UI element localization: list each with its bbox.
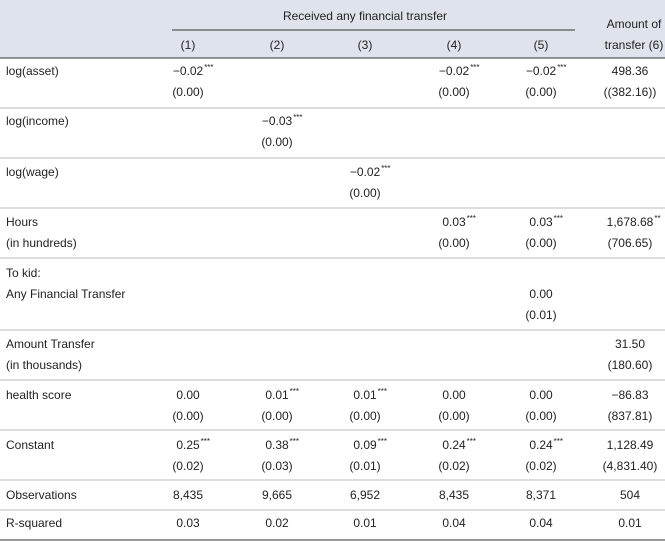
row-label: log(asset): [6, 64, 59, 78]
estimate: 9,665: [262, 488, 292, 502]
column-label: (4): [447, 38, 462, 52]
estimate: 0.01: [353, 516, 377, 530]
standard-error: (0.00): [438, 236, 469, 250]
standard-error: (0.02): [438, 459, 469, 473]
row-label: R-squared: [6, 516, 62, 530]
column-label: (3): [358, 38, 373, 52]
estimate: 0.00: [442, 388, 466, 402]
standard-error: (706.65): [608, 236, 653, 250]
row-label: To kid:: [6, 266, 41, 280]
estimate: 0.38: [265, 438, 289, 452]
significance-stars: ***: [378, 437, 387, 446]
row-label: log(income): [6, 114, 69, 128]
estimate: 0.03: [529, 215, 553, 229]
standard-error: (0.00): [261, 135, 292, 149]
significance-stars: ***: [554, 437, 563, 446]
last-column-label: transfer (6): [605, 38, 664, 52]
row-label: (in thousands): [6, 358, 82, 372]
estimate: 0.24: [442, 438, 466, 452]
estimate: 0.04: [529, 516, 553, 530]
standard-error: (0.00): [525, 85, 556, 99]
significance-stars: ***: [290, 437, 299, 446]
column-label: (2): [270, 38, 285, 52]
estimate: 0.03: [176, 516, 200, 530]
row-label: Amount Transfer: [6, 337, 95, 351]
standard-error: ((382.16)): [604, 85, 657, 99]
significance-stars: ***: [470, 63, 479, 72]
estimate: 504: [620, 488, 640, 502]
estimate: −0.02: [350, 165, 381, 179]
significance-stars: ***: [467, 214, 476, 223]
estimate: 0.01: [353, 388, 377, 402]
estimate: 0.03: [442, 215, 466, 229]
estimate: 31.50: [615, 337, 645, 351]
estimate: 0.00: [529, 287, 553, 301]
estimate: 0.25: [176, 438, 200, 452]
standard-error: (0.00): [438, 85, 469, 99]
estimate: 0.24: [529, 438, 553, 452]
standard-error: (0.00): [525, 236, 556, 250]
significance-stars: ***: [557, 63, 566, 72]
standard-error: (0.00): [261, 409, 292, 423]
column-label: (5): [534, 38, 549, 52]
significance-stars: ***: [381, 164, 390, 173]
significance-stars: **: [654, 214, 660, 223]
standard-error: (0.00): [172, 85, 203, 99]
estimate: 0.02: [265, 516, 289, 530]
estimate: 0.00: [176, 388, 200, 402]
standard-error: (0.00): [172, 409, 203, 423]
row-label: Constant: [6, 438, 55, 452]
column-label: (1): [181, 38, 196, 52]
estimate: 0.09: [353, 438, 377, 452]
standard-error: (0.02): [172, 459, 203, 473]
row-label: Any Financial Transfer: [6, 287, 125, 301]
estimate: 0.01: [618, 516, 642, 530]
estimate: 8,371: [526, 488, 556, 502]
estimate: 1,678.68: [607, 215, 654, 229]
estimate: −0.03: [262, 114, 293, 128]
row-label: (in hundreds): [6, 236, 77, 250]
row-label: Observations: [6, 488, 77, 502]
estimate: 8,435: [439, 488, 469, 502]
estimate: 498.36: [612, 64, 649, 78]
estimate: 6,952: [350, 488, 380, 502]
significance-stars: ***: [378, 387, 387, 396]
estimate: 8,435: [173, 488, 203, 502]
estimate: 1,128.49: [607, 438, 654, 452]
significance-stars: ***: [201, 437, 210, 446]
row-label: log(wage): [6, 165, 59, 179]
significance-stars: ***: [204, 63, 213, 72]
significance-stars: ***: [554, 214, 563, 223]
estimate: −0.02: [439, 64, 470, 78]
estimate: −0.02: [526, 64, 557, 78]
standard-error: (0.00): [349, 186, 380, 200]
significance-stars: ***: [467, 437, 476, 446]
standard-error: (0.01): [349, 459, 380, 473]
standard-error: (180.60): [608, 358, 653, 372]
estimate: 0.00: [529, 388, 553, 402]
standard-error: (0.01): [525, 308, 556, 322]
standard-error: (837.81): [608, 409, 653, 423]
significance-stars: ***: [290, 387, 299, 396]
row-label: Hours: [6, 215, 38, 229]
last-column-label: Amount of: [607, 17, 662, 31]
standard-error: (4,831.40): [603, 459, 658, 473]
significance-stars: ***: [293, 113, 302, 122]
estimate: 0.01: [265, 388, 289, 402]
row-label: health score: [6, 388, 72, 402]
standard-error: (0.00): [525, 409, 556, 423]
estimate: −86.83: [611, 388, 648, 402]
standard-error: (0.00): [349, 409, 380, 423]
estimate: 0.04: [442, 516, 466, 530]
header-band: [0, 0, 665, 58]
group-label: Received any financial transfer: [283, 9, 447, 23]
estimate: −0.02: [173, 64, 204, 78]
standard-error: (0.00): [438, 409, 469, 423]
standard-error: (0.02): [525, 459, 556, 473]
standard-error: (0.03): [261, 459, 292, 473]
